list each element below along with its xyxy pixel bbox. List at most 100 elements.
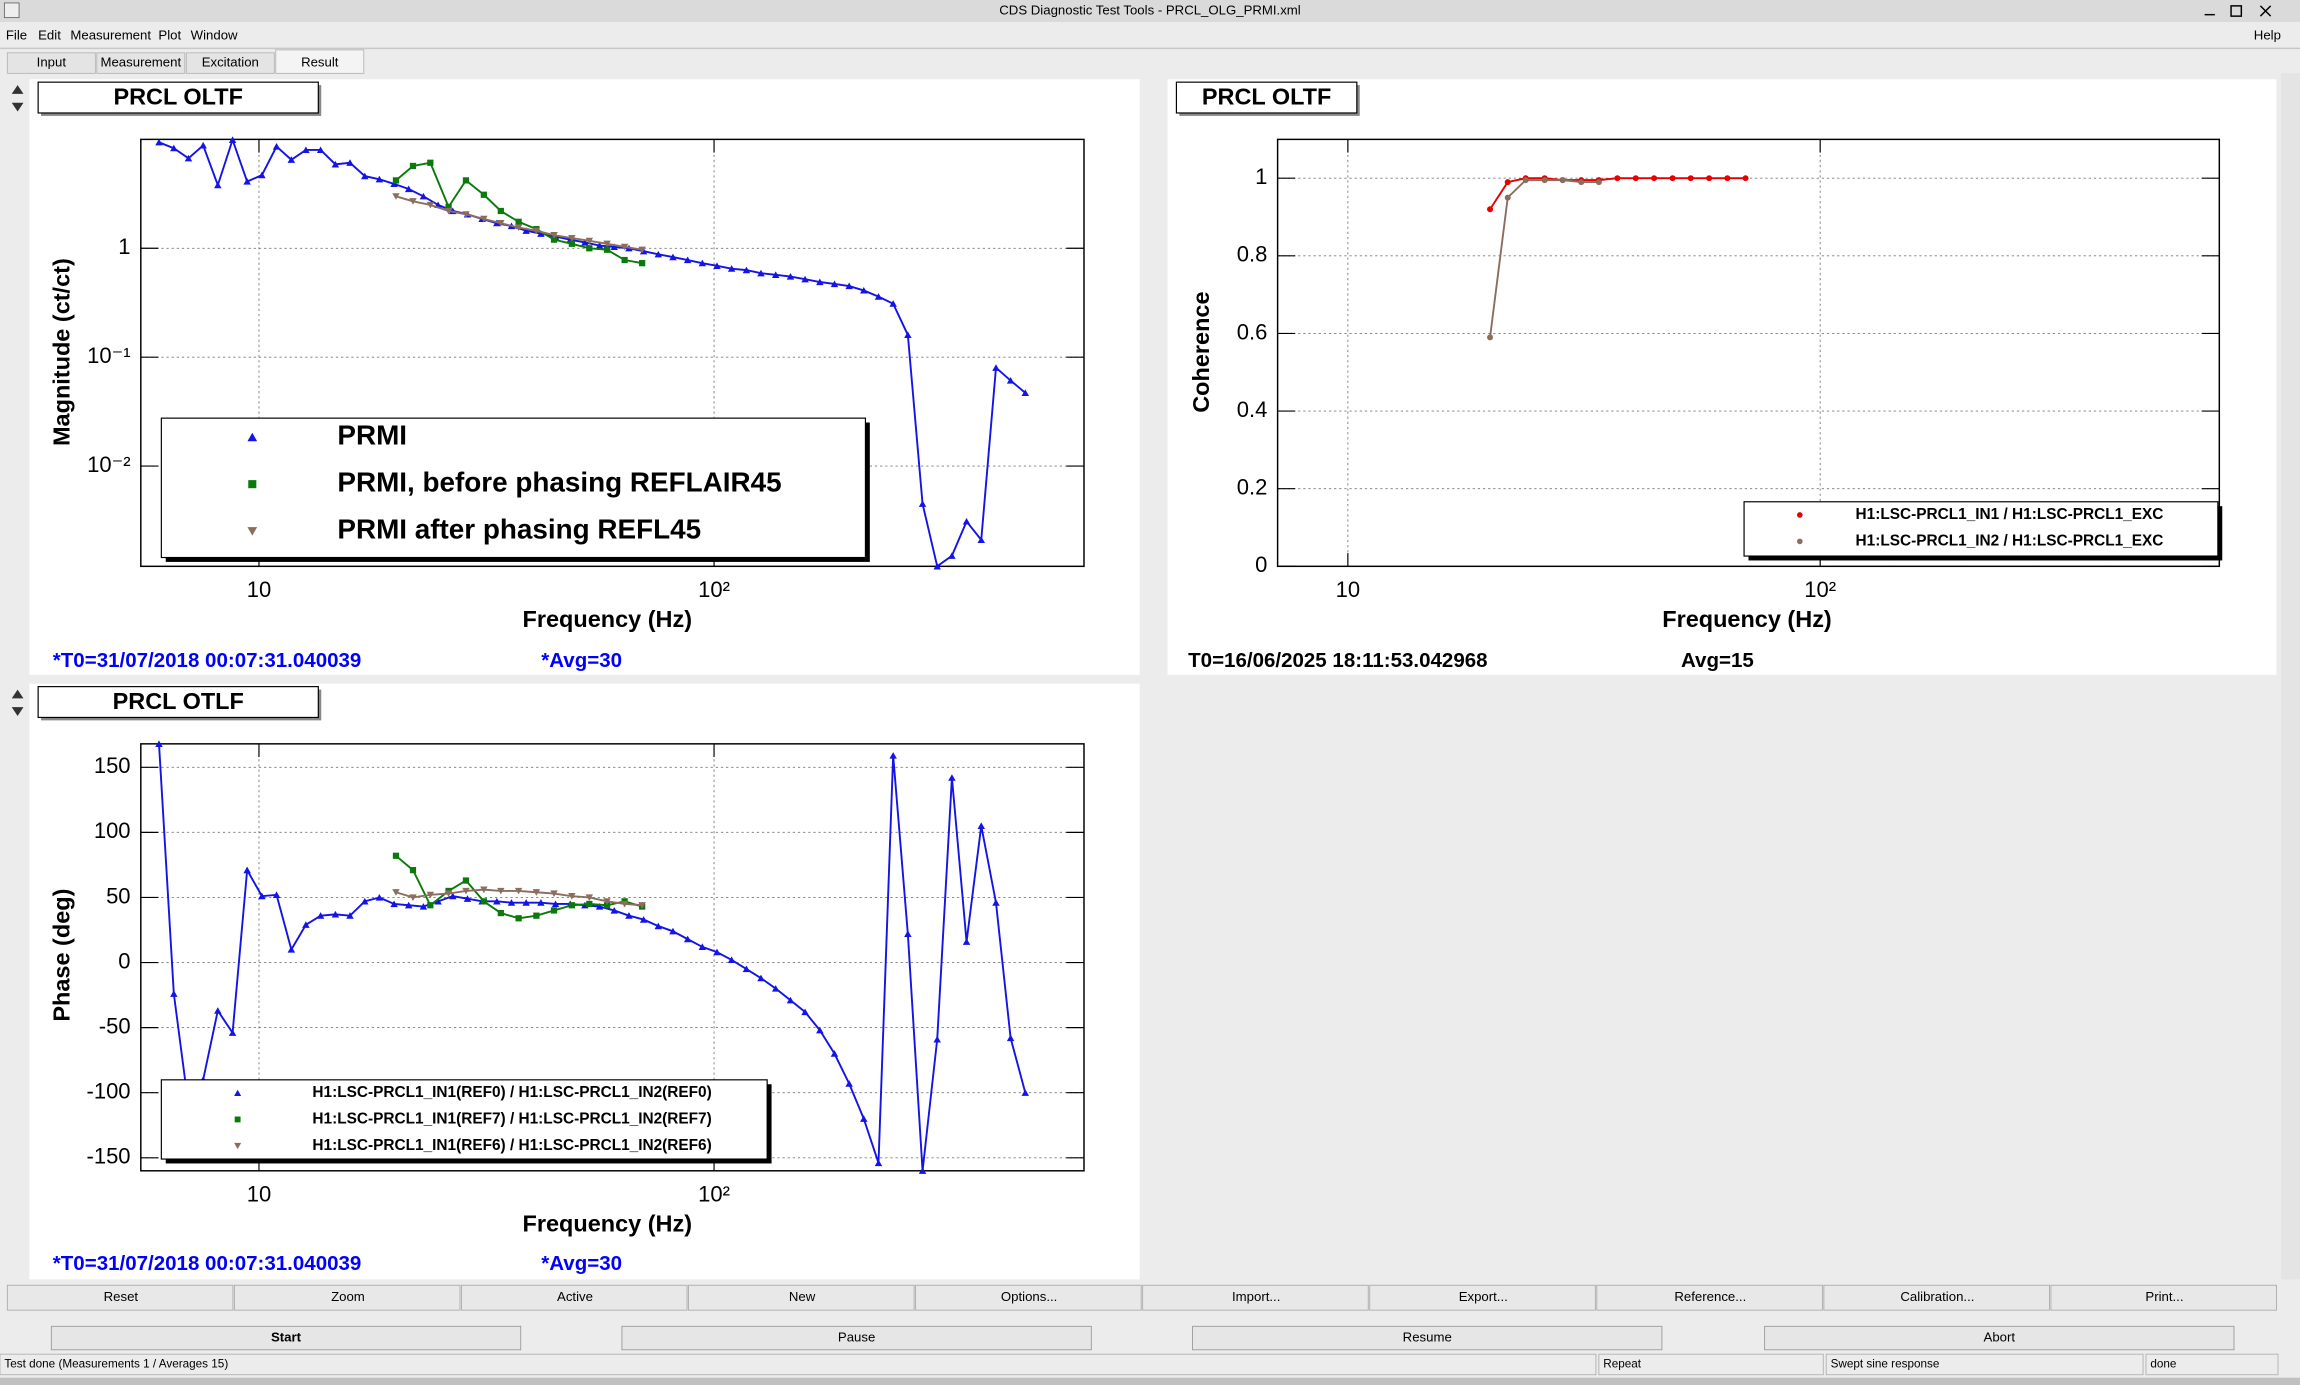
- control-button[interactable]: [621, 1325, 1092, 1351]
- toolbar-button[interactable]: [1596, 1284, 1823, 1311]
- toolbar-button-label[interactable]: Export...: [1459, 1289, 1508, 1304]
- data-point: [638, 902, 646, 909]
- scroll-arrow[interactable]: [11, 102, 24, 112]
- tab-label[interactable]: Measurement: [101, 55, 182, 70]
- data-point: [426, 891, 435, 899]
- tab[interactable]: [185, 52, 275, 74]
- menu-item[interactable]: File: [6, 27, 27, 42]
- data-point: [462, 887, 470, 895]
- panel-label-box: [37, 81, 319, 114]
- control-button-label[interactable]: Abort: [1984, 1330, 2016, 1345]
- data-point: [698, 259, 707, 267]
- y-tick-label: 1: [1255, 164, 1267, 189]
- scroll-arrow[interactable]: [11, 707, 24, 716]
- data-point: [603, 240, 611, 248]
- legend-label: H1:LSC-PRCL1_IN1(REF7) / H1:LSC-PRCL1_IN…: [312, 1111, 711, 1128]
- data-point: [603, 902, 611, 909]
- toolbar-button-label[interactable]: Import...: [1232, 1289, 1280, 1304]
- tab-label[interactable]: Excitation: [202, 55, 259, 70]
- tab-label[interactable]: Input: [37, 55, 67, 70]
- menu-item[interactable]: Edit: [38, 27, 61, 42]
- data-point: [419, 903, 428, 910]
- data-point: [1006, 1034, 1015, 1042]
- window-controls[interactable]: [2204, 5, 2272, 17]
- tab-label[interactable]: Result: [301, 55, 339, 70]
- legend-marker: [1796, 512, 1803, 518]
- data-point: [586, 900, 593, 908]
- data-point: [346, 912, 354, 919]
- bottom-edge: [0, 1377, 2300, 1385]
- legend-box: [1743, 501, 2219, 557]
- toolbar-button[interactable]: [2050, 1284, 2277, 1311]
- data-point: [214, 1007, 222, 1014]
- legend-box: [160, 417, 867, 559]
- data-point: [1614, 175, 1621, 182]
- control-button[interactable]: [50, 1325, 522, 1351]
- maximize-button[interactable]: [2230, 5, 2243, 17]
- menu-item[interactable]: Window: [191, 27, 238, 42]
- scroll-arrow[interactable]: [11, 689, 24, 699]
- control-button[interactable]: [1764, 1325, 2235, 1351]
- toolbar-button[interactable]: [461, 1284, 688, 1311]
- data-point: [1742, 175, 1749, 182]
- scrollbar[interactable]: [2280, 73, 2300, 1280]
- toolbar-button-label[interactable]: Active: [557, 1289, 593, 1304]
- toolbar-button-label[interactable]: Print...: [2145, 1289, 2183, 1304]
- data-point: [533, 912, 540, 919]
- data-point: [258, 171, 266, 179]
- data-point: [409, 866, 417, 874]
- toolbar-button-label[interactable]: Calibration...: [1900, 1289, 1974, 1304]
- data-point: [918, 500, 927, 507]
- data-point: [860, 286, 868, 294]
- menu-item[interactable]: Plot: [158, 27, 181, 42]
- data-point: [515, 915, 522, 922]
- toolbar-button-label[interactable]: Options...: [1001, 1289, 1057, 1304]
- control-button-label[interactable]: Pause: [838, 1330, 875, 1345]
- toolbar-button[interactable]: [1823, 1284, 2050, 1311]
- toolbar-button-label[interactable]: Zoom: [331, 1289, 365, 1304]
- data-point: [375, 893, 384, 901]
- tab[interactable]: [275, 49, 365, 74]
- help-menu[interactable]: Help: [2254, 27, 2281, 42]
- tab[interactable]: [96, 52, 186, 74]
- data-point: [620, 900, 629, 908]
- data-point: [962, 517, 971, 525]
- close-button[interactable]: [2259, 5, 2272, 17]
- data-point: [669, 927, 677, 935]
- toolbar-button[interactable]: [233, 1284, 461, 1311]
- data-point: [199, 141, 207, 149]
- data-point: [532, 227, 541, 235]
- menu-item[interactable]: Measurement: [70, 27, 151, 42]
- x-axis-label: Frequency (Hz): [1662, 606, 1832, 632]
- data-point: [497, 207, 504, 215]
- data-point: [550, 236, 558, 243]
- x-tick-label: 10²: [1804, 577, 1836, 602]
- data-point: [595, 242, 604, 249]
- toolbar-button[interactable]: [915, 1284, 1142, 1311]
- data-point: [155, 740, 163, 747]
- data-point: [830, 280, 839, 288]
- x-axis-label: Frequency (Hz): [523, 606, 693, 632]
- toolbar-button-label[interactable]: Reference...: [1674, 1289, 1746, 1304]
- status-text: Test done (Measurements 1 / Averages 15): [4, 1358, 228, 1371]
- data-point: [683, 935, 692, 943]
- data-point: [497, 220, 505, 227]
- toolbar-button[interactable]: [1142, 1284, 1369, 1311]
- control-button-label[interactable]: Resume: [1403, 1330, 1452, 1345]
- tab[interactable]: [6, 52, 96, 74]
- y-tick-label: 10⁻¹: [87, 343, 130, 368]
- toolbar-button-label[interactable]: Reset: [104, 1289, 139, 1304]
- toolbar-button[interactable]: [688, 1284, 915, 1311]
- control-button[interactable]: [1192, 1325, 1663, 1351]
- legend-marker: [248, 480, 257, 489]
- toolbar-button[interactable]: [1369, 1284, 1596, 1311]
- data-point: [404, 901, 413, 909]
- scroll-arrow[interactable]: [11, 85, 24, 94]
- data-point: [507, 899, 516, 906]
- control-button-label[interactable]: Start: [271, 1330, 302, 1345]
- y-tick-label: -150: [87, 1144, 131, 1169]
- data-point: [1006, 377, 1015, 384]
- data-point: [757, 974, 765, 982]
- toolbar-button[interactable]: [6, 1284, 234, 1311]
- toolbar-button-label[interactable]: New: [789, 1289, 816, 1304]
